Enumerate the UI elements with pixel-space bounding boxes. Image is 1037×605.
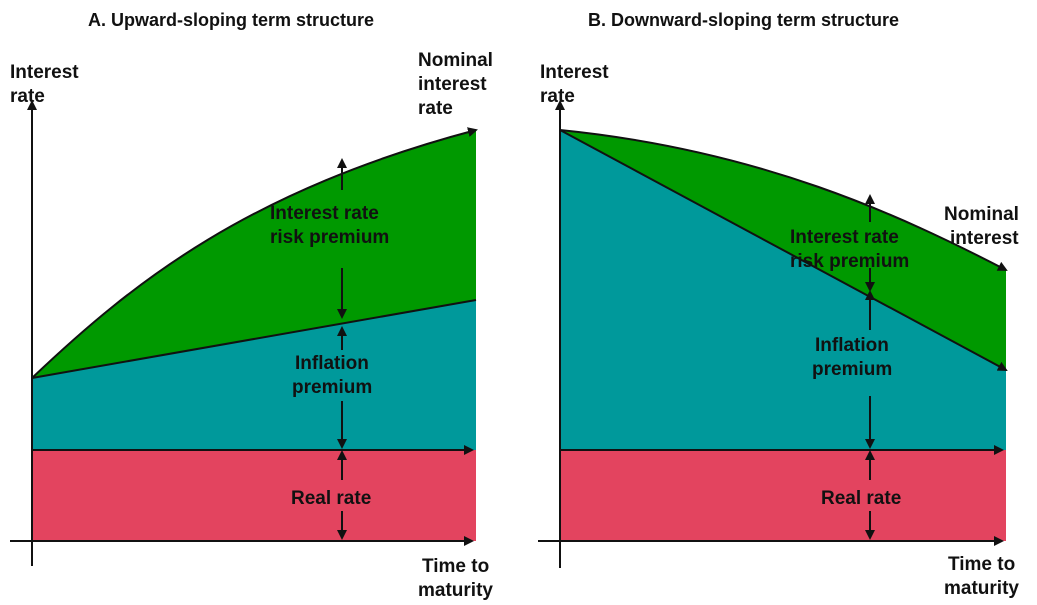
panel-b-y-axis-label-line-2: rate: [540, 86, 575, 107]
panel-a-real-rate-band: [32, 450, 476, 541]
panel-a-nominal-label-line-2: interest: [418, 74, 487, 95]
panel-a-risk-premium-band: [32, 130, 476, 378]
panel-b-risk-premium-label-line-1: Interest rate: [790, 227, 899, 248]
panel-b-real-rate-band: [560, 450, 1006, 541]
panel-a-x-axis-label-line-2: maturity: [418, 580, 493, 601]
panel-a-inflation-premium-label-line-2: premium: [292, 377, 372, 398]
panel-b-real-rate-label: Real rate: [821, 488, 901, 509]
panel-a-real-rate-label: Real rate: [291, 488, 371, 509]
panel-a-inflation-line: [31, 299, 477, 379]
panel-a-title: A. Upward-sloping term structure: [88, 10, 374, 30]
panel-a-y-axis-label-line-2: rate: [10, 86, 45, 107]
panel-a-inflation-premium-label-line-1: Inflation: [295, 353, 369, 374]
panel-a-nominal-label-line-1: Nominal: [418, 50, 493, 71]
panel-b-x-axis-label-line-2: maturity: [944, 578, 1019, 599]
panel-a-x-axis-label-line-1: Time to: [422, 556, 489, 577]
panel-a-risk-premium-label-line-2: risk premium: [270, 227, 389, 248]
panel-b-inflation-premium-label-line-2: premium: [812, 359, 892, 380]
panel-b: B. Downward-sloping term structure Inter…: [538, 10, 1019, 599]
panel-a-inflation-premium-band: [32, 300, 476, 450]
panel-b-nominal-label-line-1: Nominal: [944, 204, 1019, 225]
panel-b-inflation-premium-label-line-1: Inflation: [815, 335, 889, 356]
panel-a-risk-premium-label-line-1: Interest rate: [270, 203, 379, 224]
panel-b-nominal-interest-line: [559, 129, 1008, 271]
panel-b-inflation-premium-band: [560, 130, 1006, 450]
panel-b-nominal-label-line-2: interest: [950, 228, 1019, 249]
panel-a: A. Upward-sloping term structure Interes…: [10, 10, 493, 601]
panel-a-y-axis-label-line-1: Interest: [10, 62, 79, 83]
panel-b-risk-premium-label-line-2: risk premium: [790, 251, 909, 272]
panel-a-nominal-interest-line: [31, 127, 478, 379]
panel-b-x-axis-label-line-1: Time to: [948, 554, 1015, 575]
panel-b-inflation-line: [559, 129, 1008, 371]
panel-b-title: B. Downward-sloping term structure: [588, 10, 899, 30]
panel-b-y-axis-label-line-1: Interest: [540, 62, 609, 83]
panel-a-nominal-label-line-3: rate: [418, 98, 453, 119]
